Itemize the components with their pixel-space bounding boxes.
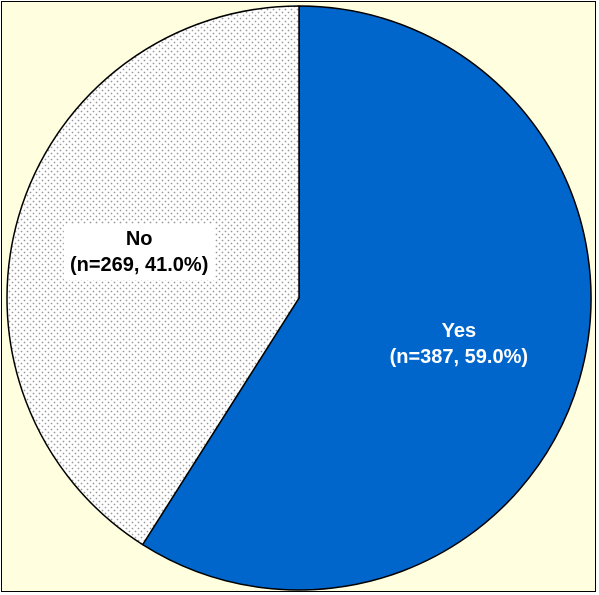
slice-label-no: No (n=269, 41.0%) [63, 223, 215, 280]
pie-slice-yes [141, 5, 592, 591]
slice-label-yes-detail: (n=387, 59.0%) [389, 346, 529, 369]
slice-label-no-name: No [125, 227, 153, 250]
slice-label-no-detail: (n=269, 41.0%) [69, 253, 209, 276]
slice-label-yes-name: Yes [441, 320, 477, 343]
slice-label-yes: Yes (n=387, 59.0%) [390, 318, 528, 370]
